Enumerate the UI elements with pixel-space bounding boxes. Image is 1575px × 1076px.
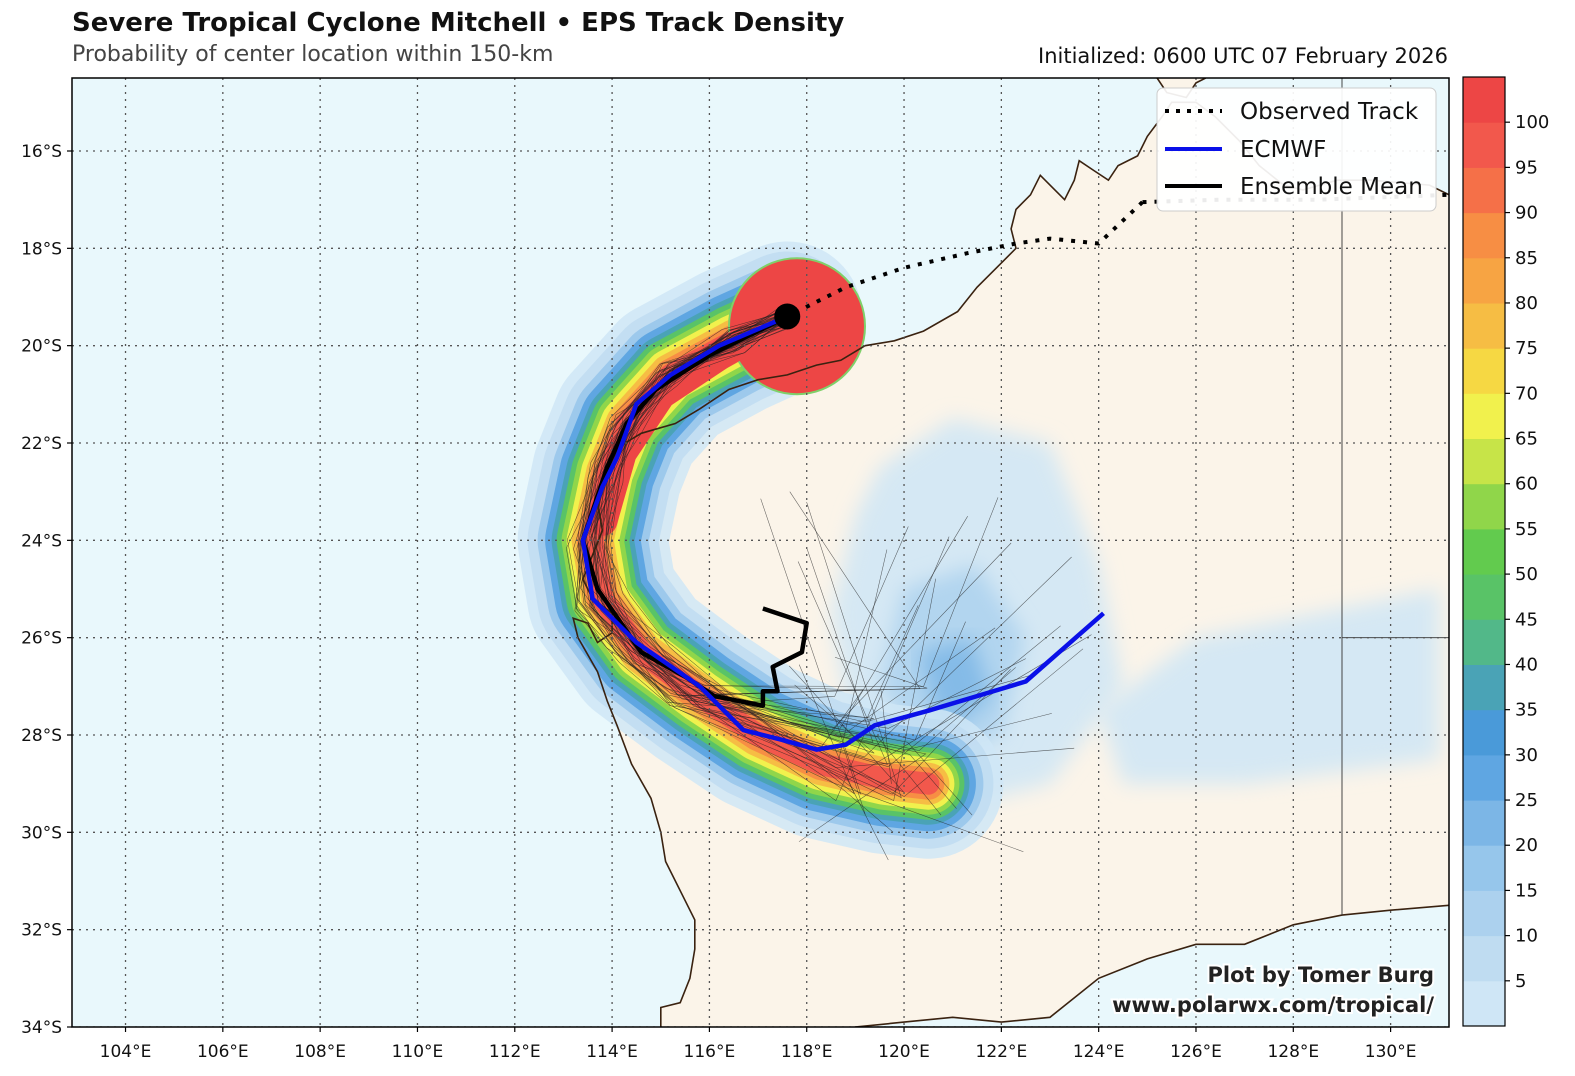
lat-tick-label: 18°S — [21, 239, 62, 259]
colorbar-tick-label: 90 — [1515, 203, 1538, 224]
colorbar-ticks: 5 10 15 20 25 30 35 40 45 50 55 60 65 70 75 80 85 90 95 100 — [1505, 112, 1549, 992]
current-position-marker[interactable] — [774, 303, 801, 330]
colorbar-segment — [1463, 77, 1505, 123]
lat-tick-label: 26°S — [21, 629, 62, 649]
colorbar-frame — [1462, 76, 1506, 1027]
lon-tick-label: 122°E — [976, 1042, 1028, 1062]
colorbar-segment — [1463, 890, 1505, 937]
colorbar-tick-label: 85 — [1515, 248, 1538, 269]
colorbar-tick-label: 10 — [1515, 926, 1538, 947]
colorbar-segment — [1463, 438, 1505, 485]
credits: Plot by Tomer Burg www.polarwx.com/tropi… — [1110, 961, 1436, 1019]
longitude-axis: 104°E 106°E 108°E 110°E 112°E 114°E 116°E 118°E… — [100, 1027, 1417, 1062]
lat-tick-label: 22°S — [21, 434, 62, 454]
colorbar-segment — [1463, 393, 1505, 439]
colorbar-tick-label: 40 — [1515, 654, 1538, 675]
lon-tick-label: 126°E — [1170, 1042, 1222, 1062]
member-track — [596, 310, 996, 738]
colorbar-segment — [1463, 257, 1505, 304]
colorbar-segment — [1463, 935, 1505, 982]
colorbar-tick-label: 80 — [1515, 293, 1538, 314]
colorbar-segment — [1463, 122, 1505, 168]
initialization-time: Initialized: 0600 UTC 07 February 2026 — [1038, 44, 1448, 68]
lon-tick-label: 118°E — [781, 1042, 833, 1062]
lat-tick-label: 24°S — [21, 531, 62, 551]
colorbar-segment — [1463, 845, 1505, 891]
legend-ensemble-mean-label: Ensemble Mean — [1240, 174, 1423, 200]
credit-author: Plot by Tomer Burg — [1208, 963, 1435, 987]
colorbar-tick-label: 5 — [1515, 971, 1526, 992]
lon-tick-label: 124°E — [1073, 1042, 1125, 1062]
colorbar-segment — [1463, 619, 1505, 665]
member-track — [595, 316, 927, 842]
colorbar-tick-label: 100 — [1515, 112, 1549, 133]
colorbar-segment — [1463, 664, 1505, 711]
member-track — [573, 321, 888, 765]
lat-tick-label: 16°S — [21, 142, 62, 162]
lat-tick-label: 34°S — [21, 1018, 62, 1038]
colorbar-segment — [1463, 574, 1505, 620]
lon-tick-label: 120°E — [878, 1042, 930, 1062]
colorbar-tick-label: 55 — [1515, 519, 1538, 540]
lat-tick-label: 32°S — [21, 921, 62, 941]
colorbar-tick-label: 15 — [1515, 880, 1538, 901]
legend-ecmwf-label: ECMWF — [1240, 137, 1326, 163]
credit-website[interactable]: www.polarwx.com/tropical/ — [1110, 991, 1436, 1019]
colorbar-segment — [1463, 800, 1505, 846]
colorbar-segment — [1463, 528, 1505, 575]
colorbar — [1462, 76, 1506, 1027]
colorbar-segment — [1463, 709, 1505, 756]
legend-box — [1156, 87, 1437, 212]
lon-tick-label: 106°E — [197, 1042, 249, 1062]
page-title: Severe Tropical Cyclone Mitchell • EPS T… — [72, 8, 845, 38]
colorbar-tick-label: 25 — [1515, 790, 1538, 811]
ecmwf-track-line — [580, 314, 1105, 752]
latitude-axis: 16°S 18°S 20°S 22°S 24°S 26°S 28°S 30°S 32°S 34°S — [21, 142, 72, 1038]
lon-tick-label: 130°E — [1365, 1042, 1417, 1062]
member-track — [576, 309, 919, 718]
lat-tick-label: 20°S — [21, 337, 62, 357]
colorbar-tick-label: 45 — [1515, 609, 1538, 630]
member-track — [598, 315, 1072, 758]
colorbar-tick-label: 95 — [1515, 157, 1538, 178]
lon-tick-label: 114°E — [586, 1042, 638, 1062]
map-area[interactable] — [72, 73, 1464, 1076]
colorbar-tick-label: 75 — [1515, 338, 1538, 359]
colorbar-segment — [1463, 483, 1505, 530]
lon-tick-label: 110°E — [392, 1042, 444, 1062]
lon-tick-label: 108°E — [294, 1042, 346, 1062]
colorbar-tick-label: 70 — [1515, 383, 1538, 404]
colorbar-tick-label: 65 — [1515, 429, 1538, 450]
colorbar-segment — [1463, 167, 1505, 214]
member-track — [576, 322, 1061, 768]
member-track — [597, 321, 862, 795]
colorbar-tick-label: 30 — [1515, 745, 1538, 766]
member-track — [610, 323, 855, 795]
legend-observed-label: Observed Track — [1240, 99, 1419, 125]
lon-tick-label: 116°E — [684, 1042, 736, 1062]
colorbar-tick-label: 50 — [1515, 564, 1538, 585]
colorbar-tick-label: 35 — [1515, 700, 1538, 721]
lon-tick-label: 128°E — [1267, 1042, 1319, 1062]
page-subtitle: Probability of center location within 15… — [72, 42, 554, 67]
colorbar-segment — [1463, 754, 1505, 801]
lon-tick-label: 104°E — [100, 1042, 152, 1062]
legend: Observed Track ECMWF Ensemble Mean — [1156, 87, 1437, 212]
lat-tick-label: 28°S — [21, 726, 62, 746]
colorbar-tick-label: 60 — [1515, 474, 1538, 495]
colorbar-segment — [1463, 212, 1505, 259]
colorbar-segment — [1463, 980, 1505, 1027]
colorbar-segment — [1463, 348, 1505, 394]
lon-tick-label: 112°E — [489, 1042, 541, 1062]
colorbar-tick-label: 20 — [1515, 835, 1538, 856]
map-frame — [71, 77, 1450, 1028]
colorbar-segment — [1463, 303, 1505, 349]
lat-tick-label: 30°S — [21, 823, 62, 843]
